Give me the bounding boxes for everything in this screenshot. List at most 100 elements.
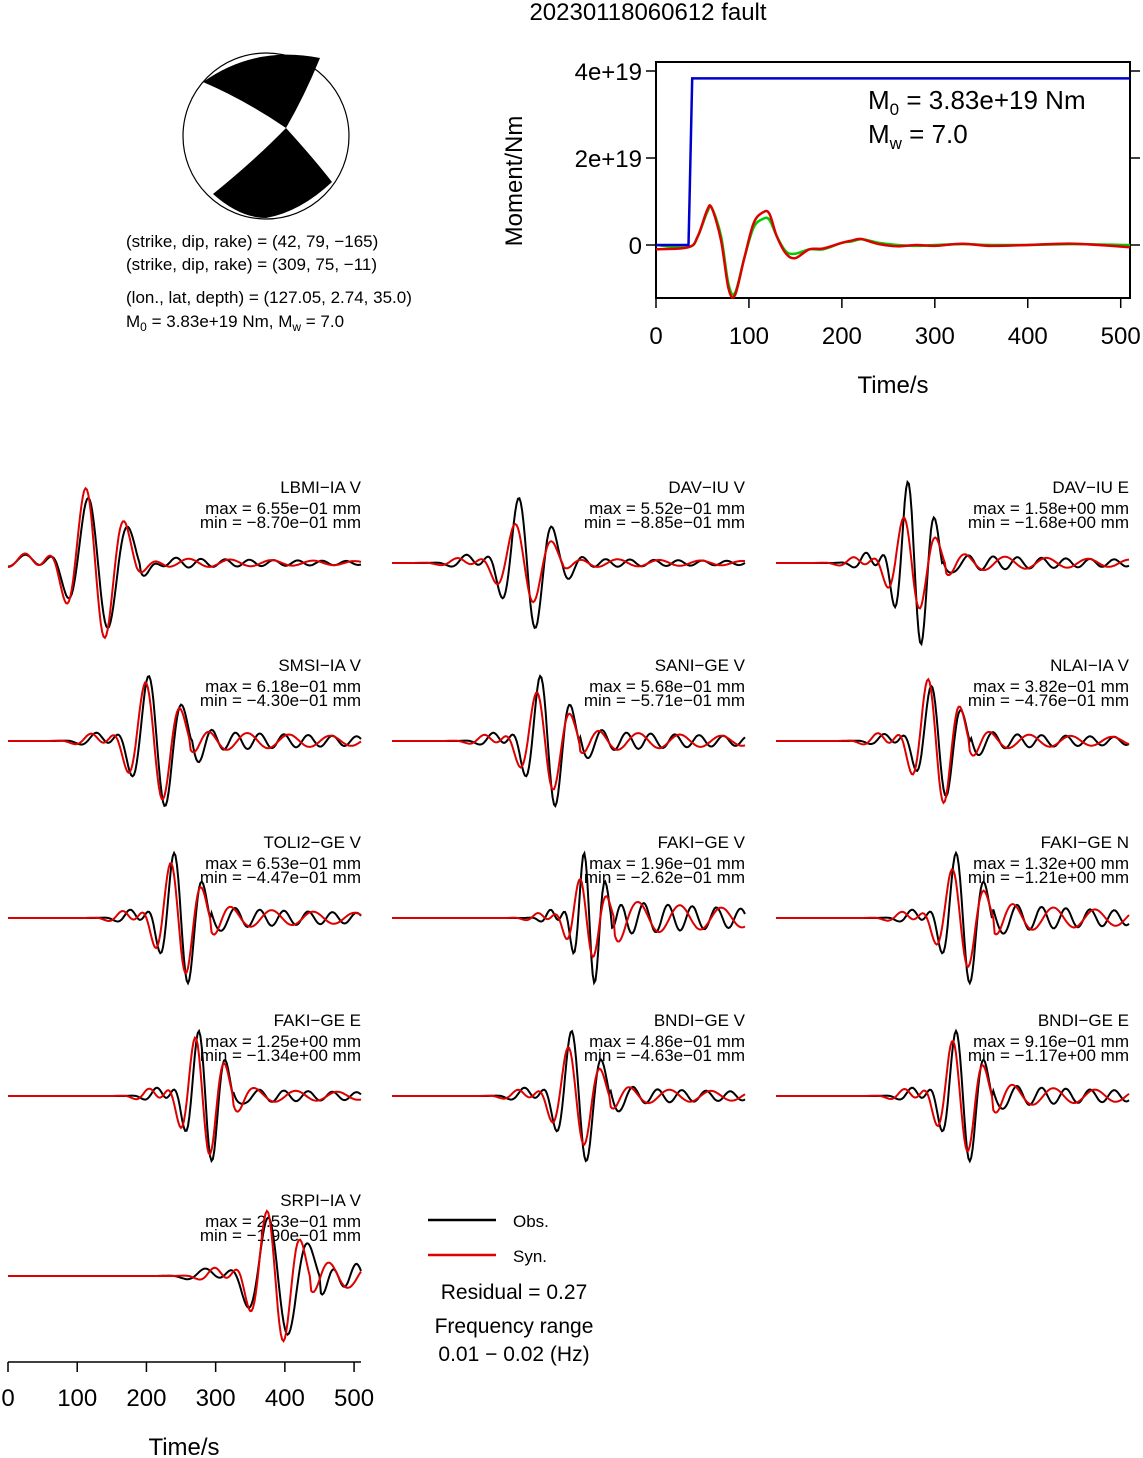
- station-max: max = 5.52e−01 mm: [589, 499, 745, 518]
- moment-xtick-label: 200: [822, 323, 862, 350]
- moment-chart-frame: [655, 61, 1131, 299]
- station-min: min = −2.62e−01 mm: [584, 868, 745, 887]
- legend-obs-label: Obs.: [513, 1212, 549, 1231]
- beachball-quadrant-lower: [213, 128, 332, 218]
- moment-chart-m0-label: M0 = 3.83e+19 Nm: [868, 85, 1086, 119]
- waveform-syn-line: [8, 1036, 362, 1156]
- station-min: min = −4.63e−01 mm: [584, 1046, 745, 1065]
- station-label: SANI−GE V: [655, 656, 746, 675]
- station-label: DAV−IU E: [1052, 478, 1129, 497]
- station-min: min = −1.90e−01 mm: [200, 1226, 361, 1245]
- waveform-syn-line: [392, 522, 746, 604]
- moment-chart-mw-label: Mw = 7.0: [868, 119, 968, 153]
- station-max: max = 1.96e−01 mm: [589, 854, 745, 873]
- station-min: min = −4.76e−01 mm: [968, 691, 1129, 710]
- station-label: FAKI−GE V: [658, 833, 746, 852]
- beachball-quadrant-upper: [203, 54, 320, 129]
- station-label: NLAI−IA V: [1050, 656, 1130, 675]
- station-label: FAKI−GE N: [1041, 833, 1129, 852]
- station-max: max = 4.86e−01 mm: [589, 1032, 745, 1051]
- waveform-syn-line: [776, 677, 1130, 805]
- waveform-syn-line: [392, 691, 746, 791]
- waveform-syn-line: [392, 1046, 746, 1146]
- moment-xtick-label: 300: [915, 323, 955, 350]
- waveform-xtick-label: 400: [265, 1385, 305, 1412]
- legend-syn-label: Syn.: [513, 1247, 547, 1266]
- station-min: min = −8.85e−01 mm: [584, 513, 745, 532]
- station-max: max = 1.58e+00 mm: [973, 499, 1129, 518]
- beachball-magnitude: M0 = 3.83e+19 Nm, Mw = 7.0: [126, 312, 344, 334]
- moment-xtick-label: 100: [729, 323, 769, 350]
- beachball-plane2: (strike, dip, rake) = (309, 75, −11): [126, 255, 377, 274]
- waveform-syn-line: [776, 516, 1130, 610]
- moment-xtick-label: 500: [1101, 323, 1141, 350]
- waveform-xtick-label: 500: [334, 1385, 374, 1412]
- moment-chart-xlabel: Time/s: [857, 372, 928, 399]
- moment-syn-line: [655, 203, 1131, 299]
- waveform-syn-line: [8, 1209, 362, 1343]
- waveform-obs-line: [7, 496, 362, 630]
- beachball-plane1: (strike, dip, rake) = (42, 79, −165): [126, 232, 378, 251]
- waveform-xtick-label: 0: [1, 1385, 14, 1412]
- waveform-syn-line: [8, 681, 362, 801]
- moment-ytick-label: 0: [629, 233, 642, 260]
- moment-ytick-label: 2e+19: [575, 146, 642, 173]
- station-max: max = 6.55e−01 mm: [205, 499, 361, 518]
- waveform-syn-line: [776, 868, 1130, 968]
- waveform-syn-line: [8, 861, 362, 975]
- station-label: BNDI−GE E: [1038, 1011, 1129, 1030]
- legend-freq-range: 0.01 − 0.02 (Hz): [438, 1343, 589, 1366]
- waveform-xlabel: Time/s: [148, 1434, 219, 1458]
- station-label: BNDI−GE V: [654, 1011, 746, 1030]
- moment-function-line: [656, 77, 1130, 247]
- waveform-obs-line: [8, 675, 362, 808]
- waveform-xtick-label: 100: [57, 1385, 97, 1412]
- waveform-syn-line: [392, 877, 746, 959]
- station-min: min = −4.30e−01 mm: [200, 691, 361, 710]
- station-label: TOLI2−GE V: [264, 833, 362, 852]
- beachball: [182, 52, 350, 220]
- waveform-time-axis: 0 100 200 300 400 500: [1, 1361, 374, 1412]
- station-max: max = 6.18e−01 mm: [205, 677, 361, 696]
- station-max: max = 2.53e−01 mm: [205, 1212, 361, 1231]
- moment-chart-ylabel: Moment/Nm: [501, 116, 528, 247]
- legend: Obs. Syn. Residual = 0.27 Frequency rang…: [428, 1212, 593, 1366]
- station-label: SRPI−IA V: [280, 1191, 361, 1210]
- moment-chart-axes: 0 100 200 300 400 500 0 2e+19 4e+19: [575, 59, 1141, 350]
- moment-xtick-label: 0: [649, 323, 662, 350]
- station-min: min = −1.34e+00 mm: [200, 1046, 361, 1065]
- station-max: max = 6.53e−01 mm: [205, 854, 361, 873]
- station-max: max = 5.68e−01 mm: [589, 677, 745, 696]
- legend-residual: Residual = 0.27: [441, 1281, 588, 1304]
- station-label: SMSI−IA V: [278, 656, 361, 675]
- beachball-location: (lon., lat, depth) = (127.05, 2.74, 35.0…: [126, 288, 412, 307]
- station-label: DAV−IU V: [668, 478, 745, 497]
- moment-chart: 0 100 200 300 400 500 0 2e+19 4e+19 Moment/Nm Ti…: [501, 59, 1141, 399]
- station-min: min = −1.17e+00 mm: [968, 1046, 1129, 1065]
- station-min: min = −5.71e−01 mm: [584, 691, 745, 710]
- station-min: min = −1.68e+00 mm: [968, 513, 1129, 532]
- moment-chart-series: [655, 77, 1131, 299]
- moment-ytick-label: 4e+19: [575, 59, 642, 86]
- station-label: FAKI−GE E: [274, 1011, 361, 1030]
- station-max: max = 9.16e−01 mm: [973, 1032, 1129, 1051]
- station-min: min = −4.47e−01 mm: [200, 868, 361, 887]
- waveform-syn-line: [7, 486, 362, 640]
- station-max: max = 1.25e+00 mm: [205, 1032, 361, 1051]
- station-max: max = 3.82e−01 mm: [973, 677, 1129, 696]
- legend-freq-title: Frequency range: [435, 1315, 594, 1338]
